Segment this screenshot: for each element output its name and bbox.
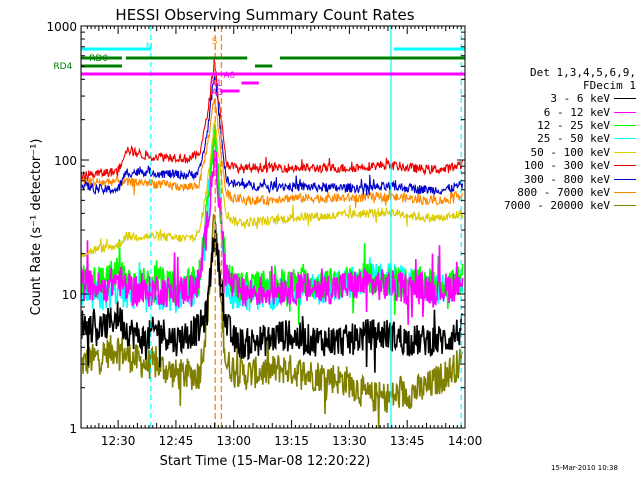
x-axis-label: Start Time (15-Mar-08 12:20:22): [160, 454, 371, 469]
legend-row-12-25-kev: 12 - 25 keV: [482, 119, 636, 132]
legend-label: 12 - 25 keV: [537, 118, 610, 132]
y-tick-label-0: 1: [69, 422, 77, 436]
legend-swatch: [614, 191, 636, 193]
series-layer: [81, 57, 464, 428]
series-line-100-300-kev: [81, 57, 464, 182]
axis-layer: 12:30 12:45 13:00 13:15 13:30 13:45 14:00 1 10 10…: [46, 20, 482, 448]
annotation-rd0: RD0: [89, 54, 108, 64]
annotation-a0: A0: [223, 71, 235, 81]
x-tick-label-6: 14:00: [448, 434, 483, 448]
plot-frame: [80, 25, 466, 429]
annotation-a3: A3: [211, 88, 223, 98]
legend-row-3-6-kev: 3 - 6 keV: [482, 92, 636, 105]
legend-header-decimation: FDecim 1: [583, 79, 636, 92]
legend: Det 1,3,4,5,6,9, FDecim 1 3 - 6 keV 6 - 1…: [482, 66, 636, 213]
annotation-n: N: [146, 42, 153, 52]
legend-swatch: [614, 111, 636, 113]
x-tick-label-5: 13:45: [390, 434, 425, 448]
legend-label: 300 - 800 keV: [523, 172, 610, 186]
annotation-rd4: RD4: [53, 62, 72, 72]
x-tick-label-3: 13:15: [274, 434, 309, 448]
x-tick-label-0: 12:30: [101, 434, 136, 448]
series-line-3-6-kev: [81, 223, 463, 373]
x-tick-label-1: 12:45: [159, 434, 194, 448]
x-tick-label-2: 13:00: [216, 434, 251, 448]
legend-row-6-12-kev: 6 - 12 keV: [482, 105, 636, 119]
legend-swatch: [614, 138, 636, 140]
legend-label: 50 - 100 keV: [530, 145, 610, 159]
legend-label: 7000 - 20000 keV: [504, 199, 610, 213]
legend-row-300-800-kev: 300 - 800 keV: [482, 172, 636, 186]
series-line-6-12-kev: [81, 150, 464, 325]
legend-row-25-50-kev: 25 - 50 keV: [482, 132, 636, 145]
legend-rows: 3 - 6 keV 6 - 12 keV 12 - 25 keV 25 - 50 ke…: [482, 92, 636, 213]
series-line-50-100-kev: [81, 121, 464, 258]
legend-swatch: [614, 205, 636, 207]
y-tick-label-1: 10: [62, 288, 77, 302]
legend-swatch: [614, 178, 636, 180]
legend-row-800-7000-kev: 800 - 7000 keV: [482, 186, 636, 199]
legend-swatch: [614, 151, 636, 153]
y-axis-label: Count Rate (s⁻¹ detector⁻¹): [29, 139, 44, 316]
legend-label: 800 - 7000 keV: [517, 185, 610, 199]
x-tick-label-4: 13:30: [332, 434, 367, 448]
y-tick-label-2: 100: [54, 154, 77, 168]
legend-row-7000-20000-kev: 7000 - 20000 keV: [482, 199, 636, 212]
annotation-a1: A1: [210, 79, 222, 89]
legend-label: 3 - 6 keV: [550, 92, 610, 106]
legend-swatch: [614, 98, 636, 100]
legend-row-50-100-kev: 50 - 100 keV: [482, 146, 636, 159]
legend-label: 100 - 300 keV: [523, 159, 610, 173]
y-tick-label-3: 1000: [46, 20, 77, 34]
series-line-300-800-kev: [81, 75, 464, 196]
series-line-7000-20000-kev: [81, 213, 463, 428]
legend-swatch: [614, 165, 636, 167]
legend-label: 6 - 12 keV: [543, 105, 610, 119]
annotation-s: S: [212, 37, 218, 47]
chart-title: HESSI Observing Summary Count Rates: [115, 6, 414, 24]
legend-label: 25 - 50 keV: [537, 132, 610, 146]
footer-timestamp: 15-Mar-2010 10:38: [551, 464, 618, 472]
legend-swatch: [614, 124, 636, 126]
legend-row-100-300-kev: 100 - 300 keV: [482, 159, 636, 172]
series-line-800-7000-kev: [81, 99, 464, 208]
legend-header-detectors: Det 1,3,4,5,6,9,: [530, 66, 636, 79]
